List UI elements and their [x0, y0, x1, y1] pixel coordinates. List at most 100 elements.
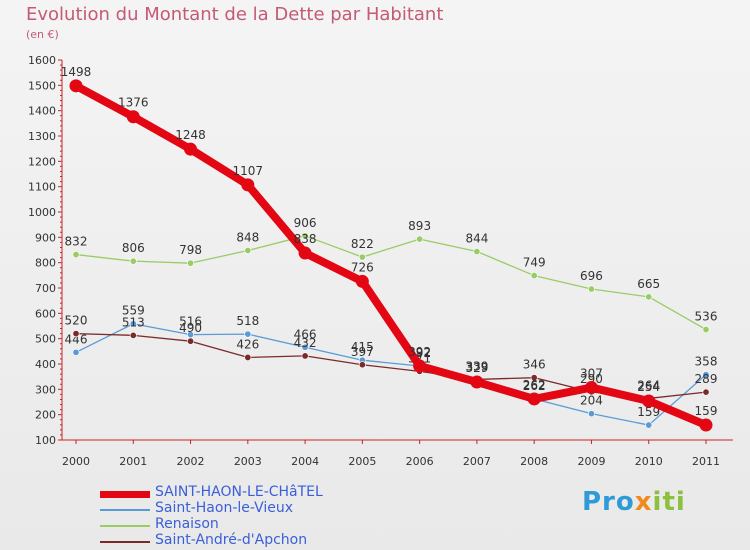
data-label: 307 [580, 367, 603, 381]
x-tick-label: 2011 [692, 455, 720, 468]
data-point [416, 235, 424, 243]
data-point [702, 371, 710, 379]
data-label: 262 [523, 379, 546, 393]
y-tick-label: 800 [35, 257, 56, 270]
data-label: 397 [351, 345, 374, 359]
data-label: 906 [294, 216, 317, 230]
data-label: 832 [65, 235, 88, 249]
data-label: 838 [294, 232, 317, 246]
legend-label: Renaison [155, 516, 219, 532]
data-point [126, 110, 140, 124]
data-point [129, 257, 137, 265]
y-tick-label: 1200 [28, 155, 56, 168]
data-point [72, 348, 80, 356]
data-label: 1107 [233, 164, 264, 178]
data-label: 798 [179, 243, 202, 257]
data-label: 392 [408, 345, 431, 359]
legend-label: SAINT-HAON-LE-CHâTEL [155, 484, 323, 500]
data-point [645, 293, 653, 301]
data-label: 536 [695, 310, 718, 324]
data-point [301, 343, 309, 351]
y-tick-label: 100 [35, 434, 56, 447]
data-label: 339 [465, 359, 488, 373]
data-label: 329 [465, 361, 488, 375]
data-point [642, 394, 656, 408]
data-point [129, 320, 137, 328]
legend-label: Saint-Haon-le-Vieux [155, 500, 294, 516]
data-label: 1376 [118, 96, 149, 110]
data-point [241, 178, 255, 192]
x-tick-label: 2009 [577, 455, 605, 468]
series-line-2 [75, 235, 707, 331]
data-point [527, 392, 541, 406]
series-line-1 [75, 323, 707, 426]
x-tick-label: 2006 [406, 455, 434, 468]
y-tick-label: 1100 [28, 181, 56, 194]
y-tick-label: 300 [35, 383, 56, 396]
x-tick-label: 2005 [348, 455, 376, 468]
y-tick-label: 1600 [28, 54, 56, 67]
y-tick-label: 600 [35, 307, 56, 320]
y-tick-label: 700 [35, 282, 56, 295]
data-point [587, 285, 595, 293]
data-point [702, 388, 710, 396]
data-point [413, 359, 427, 373]
y-tick-label: 1400 [28, 105, 56, 118]
brand-logo: Proxiti [582, 487, 686, 517]
data-label: 339 [465, 359, 488, 373]
data-point [244, 353, 252, 361]
data-label: 264 [637, 378, 660, 392]
data-label: 513 [122, 315, 145, 329]
data-label: 466 [294, 327, 317, 341]
series-line-0 [72, 81, 710, 430]
data-label: 665 [637, 277, 660, 291]
data-point [530, 374, 538, 382]
data-point [301, 352, 309, 360]
data-label: 559 [122, 304, 145, 318]
data-point [473, 248, 481, 256]
data-point [301, 232, 309, 240]
data-point [702, 326, 710, 334]
data-label: 490 [179, 321, 202, 335]
data-label: 346 [523, 358, 546, 372]
y-tick-label: 200 [35, 409, 56, 422]
y-tick-label: 500 [35, 333, 56, 346]
data-label: 516 [179, 315, 202, 329]
x-tick-label: 2004 [291, 455, 319, 468]
data-label: 159 [637, 405, 660, 419]
data-point [184, 142, 198, 156]
data-label: 159 [695, 404, 718, 418]
data-label: 518 [236, 314, 259, 328]
data-label: 290 [580, 372, 603, 386]
data-label: 520 [65, 314, 88, 328]
x-tick-label: 2010 [635, 455, 663, 468]
data-point [72, 330, 80, 338]
x-tick-label: 2003 [234, 455, 262, 468]
data-point [69, 79, 83, 93]
legend-swatch [100, 525, 150, 527]
data-label: 726 [351, 260, 374, 274]
x-tick-label: 2002 [177, 455, 205, 468]
legend-swatch [100, 491, 150, 498]
data-label: 446 [65, 332, 88, 346]
y-tick-label: 1000 [28, 206, 56, 219]
data-label: 432 [294, 336, 317, 350]
data-label: 415 [351, 340, 374, 354]
data-point [355, 274, 369, 288]
data-label: 254 [637, 380, 660, 394]
data-point [358, 253, 366, 261]
data-point [72, 251, 80, 259]
x-tick-label: 2001 [119, 455, 147, 468]
chart-unit: (en €) [26, 28, 59, 41]
data-point [187, 337, 195, 345]
data-point [470, 375, 484, 389]
x-tick-label: 2000 [62, 455, 90, 468]
data-label: 822 [351, 237, 374, 251]
data-label: 844 [465, 232, 488, 246]
legend-swatch [100, 509, 150, 511]
data-point [587, 410, 595, 418]
data-label: 893 [408, 219, 431, 233]
data-point [244, 247, 252, 255]
